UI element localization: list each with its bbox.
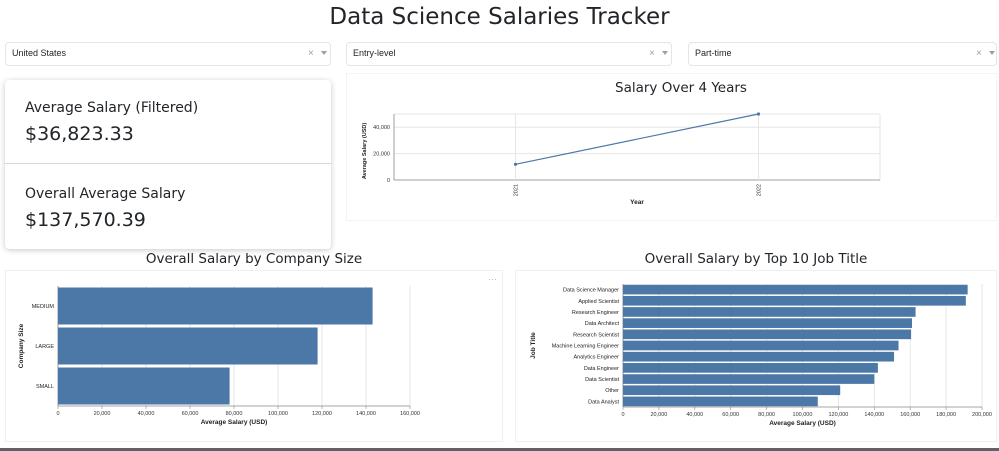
chevron-down-icon[interactable] [321,51,327,55]
experience-dropdown-value: Entry-level [353,48,396,58]
overall-salary-value: $137,570.39 [25,209,146,231]
y-tick-label: Other [605,388,619,394]
x-tick-label: 2021 [514,184,520,196]
x-tick-label: 180,000 [936,412,956,418]
bar [58,327,318,365]
filtered-salary-section: Average Salary (Filtered) $36,823.33 [5,80,331,164]
bar [58,287,373,325]
salary-line-chart: 0 20,000 40,000 2021 2022 Year Average Salary … [362,112,881,206]
country-dropdown[interactable]: United States × [5,42,331,66]
data-point [756,112,761,116]
x-tick-label: 160,000 [400,411,420,417]
chart-menu-icon[interactable]: ··· [488,274,497,284]
bar [623,363,878,373]
company-chart-panel [5,270,503,442]
filtered-salary-label: Average Salary (Filtered) [25,100,199,116]
x-axis-title: Year [630,199,644,206]
x-tick-label: 40,000 [686,412,703,418]
y-tick-label: 0 [387,178,390,184]
clear-icon[interactable]: × [976,48,982,59]
y-axis-title: Company Size [18,323,25,368]
y-tick-label: Data Analyst [588,399,619,405]
x-tick-label: 20,000 [94,411,111,417]
x-tick-label: 40,000 [138,411,155,417]
employment-dropdown-value: Part-time [695,48,732,58]
x-tick-label: 0 [621,412,624,418]
line-chart-title: Salary Over 4 Years [615,80,747,96]
bar [623,351,895,362]
job-title-bar-chart: 0 20,000 40,000 60,000 80,000 100,000 120,000 1… [530,284,992,427]
y-tick-label: Data Engineer [584,366,619,372]
y-tick-label: 20,000 [373,152,390,158]
series-line [515,113,759,165]
clear-icon[interactable]: × [308,48,314,59]
x-tick-label: 2022 [757,184,763,196]
x-axis-title: Average Salary (USD) [201,419,268,426]
y-tick-label: MEDIUM [32,304,55,310]
bar [623,307,916,317]
chevron-down-icon[interactable] [989,51,995,55]
y-tick-label: SMALL [36,384,54,390]
job-chart-panel [515,270,997,442]
bar [623,374,875,384]
bar [623,295,966,306]
x-tick-label: 60,000 [722,412,739,418]
x-tick-label: 20,000 [650,412,667,418]
x-tick-label: 0 [56,411,59,417]
bar [623,396,818,407]
data-point [513,162,518,166]
x-tick-label: 120,000 [312,411,332,417]
job-chart-title: Overall Salary by Top 10 Job Title [644,251,868,267]
x-tick-label: 200,000 [972,412,992,418]
bottom-divider [0,448,999,451]
x-tick-label: 80,000 [226,411,243,417]
company-size-bar-chart: 0 20,000 40,000 60,000 80,000 100,000 120,000 1… [18,286,420,426]
stats-card: Average Salary (Filtered) $36,823.33 Ove… [5,80,331,249]
x-tick-label: 160,000 [900,412,920,418]
bar [623,340,899,351]
company-chart-title: Overall Salary by Company Size [145,251,363,267]
experience-dropdown[interactable]: Entry-level × [346,42,672,66]
overall-salary-section: Overall Average Salary $137,570.39 [5,165,331,249]
y-tick-label: Data Scientist [585,377,619,383]
bar [623,284,968,295]
x-tick-label: 80,000 [758,412,775,418]
y-tick-label: Data Science Manager [563,288,619,294]
x-tick-label: 100,000 [793,412,813,418]
y-axis-title: Job Title [530,332,537,359]
x-tick-label: 140,000 [864,412,884,418]
x-tick-label: 120,000 [828,412,848,418]
country-dropdown-value: United States [12,48,67,58]
bar [623,318,912,328]
chevron-down-icon[interactable] [662,51,668,55]
y-tick-label: Research Engineer [572,310,619,316]
bar [623,329,912,340]
line-chart-panel [346,73,997,221]
bar [623,385,841,396]
clear-icon[interactable]: × [649,48,655,59]
y-tick-label: Research Scientist [573,332,619,338]
y-tick-label: Analytics Engineer [573,355,619,361]
overall-salary-label: Overall Average Salary [25,186,186,202]
y-tick-label: Data Architect [585,321,620,327]
x-axis-title: Average Salary (USD) [769,420,836,427]
y-tick-label: 40,000 [373,125,390,131]
y-axis-title: Average Salary (USD) [362,123,368,180]
x-tick-label: 140,000 [356,411,376,417]
y-tick-label: LARGE [35,344,54,350]
x-tick-label: 60,000 [182,411,199,417]
y-tick-label: Applied Scientist [578,299,619,305]
employment-dropdown[interactable]: Part-time × [688,42,997,66]
filtered-salary-value: $36,823.33 [25,123,134,145]
x-tick-label: 100,000 [268,411,288,417]
page-title: Data Science Salaries Tracker [329,4,670,30]
y-tick-label: Machine Learning Engineer [552,344,619,350]
bar [58,367,230,405]
